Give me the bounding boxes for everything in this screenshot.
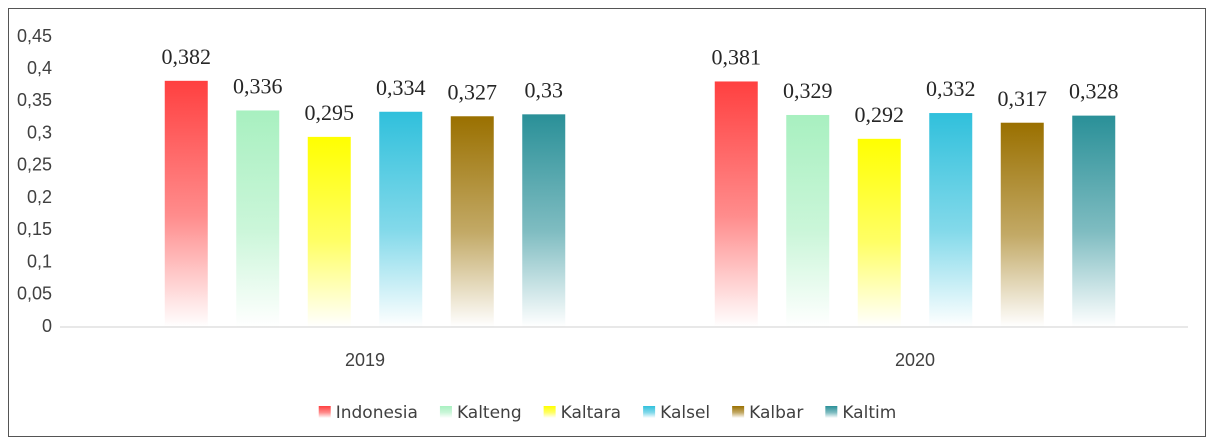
value-label: 0,382 <box>162 44 212 69</box>
x-tick-label: 2019 <box>345 350 385 370</box>
legend-swatch <box>543 406 556 418</box>
legend-swatch <box>643 406 656 418</box>
value-label: 0,295 <box>305 100 355 125</box>
y-tick-label: 0,25 <box>17 155 52 175</box>
value-label: 0,33 <box>525 77 564 102</box>
legend-swatch <box>318 406 331 418</box>
y-tick-label: 0,45 <box>17 26 52 46</box>
legend-label: Kalteng <box>457 403 522 423</box>
bar <box>786 114 830 327</box>
y-tick-label: 0 <box>42 316 52 336</box>
y-tick-label: 0,15 <box>17 219 52 239</box>
bar <box>164 80 208 327</box>
legend-label: Kalbar <box>749 403 803 423</box>
value-label: 0,317 <box>998 86 1048 111</box>
bar <box>714 81 758 327</box>
bar <box>379 111 423 327</box>
y-tick-label: 0,3 <box>27 122 52 142</box>
legend-label: Kalsel <box>660 403 710 423</box>
bar <box>857 138 901 327</box>
y-tick-label: 0,35 <box>17 90 52 110</box>
y-tick-label: 0,05 <box>17 284 52 304</box>
value-label: 0,292 <box>855 102 905 127</box>
legend-label: Kaltim <box>842 403 896 423</box>
bar <box>236 110 280 327</box>
x-tick-label: 2020 <box>895 350 935 370</box>
value-label: 0,336 <box>233 74 283 99</box>
chart-border <box>8 8 1206 437</box>
bar <box>522 114 566 327</box>
legend-label: Indonesia <box>336 403 418 423</box>
value-label: 0,328 <box>1069 79 1119 104</box>
legend-swatch <box>439 406 452 418</box>
value-label: 0,327 <box>448 79 498 104</box>
legend-swatch <box>825 406 838 418</box>
bar <box>1000 122 1044 327</box>
value-label: 0,381 <box>712 45 762 70</box>
value-label: 0,334 <box>376 75 426 100</box>
y-tick-label: 0,1 <box>27 251 52 271</box>
bar <box>1072 115 1116 327</box>
legend-swatch <box>732 406 745 418</box>
y-tick-label: 0,4 <box>27 58 52 78</box>
legend-label: Kaltara <box>561 403 621 423</box>
value-label: 0,329 <box>783 78 833 103</box>
bar <box>307 136 351 327</box>
value-label: 0,332 <box>926 76 976 101</box>
y-tick-label: 0,2 <box>27 187 52 207</box>
bar <box>450 116 494 328</box>
bar <box>929 113 973 328</box>
